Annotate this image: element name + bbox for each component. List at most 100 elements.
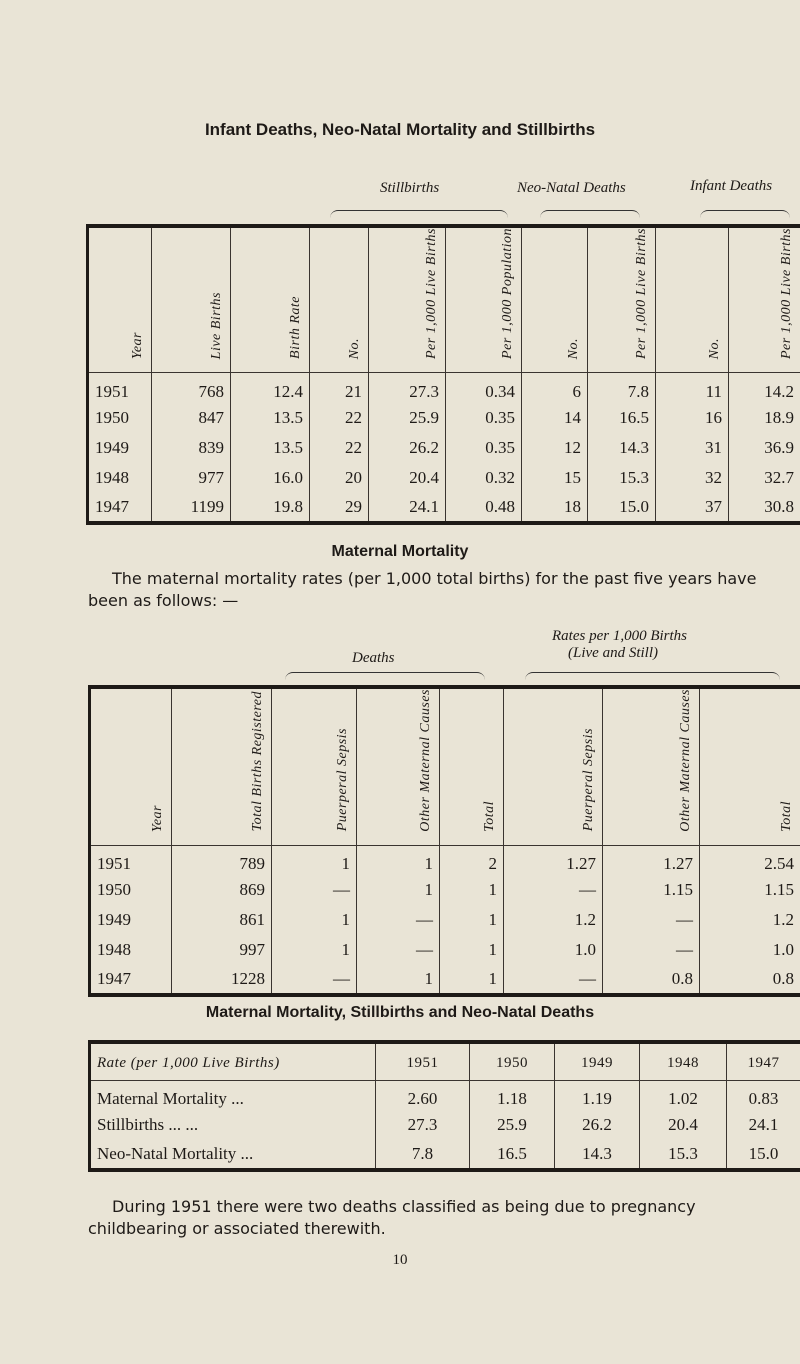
table-cell: 869 <box>171 875 272 906</box>
brace <box>700 210 790 219</box>
table-cell: 1199 <box>151 492 231 523</box>
table-cell: 22 <box>309 432 369 463</box>
table-cell: 2.60 <box>375 1080 470 1110</box>
table-cell: 0.35 <box>445 402 522 433</box>
table-cell: 1.0 <box>503 935 603 966</box>
table-row: 1948 977 16.0 20 20.4 0.32 15 15.3 32 32.7 <box>88 462 800 493</box>
table-cell: 2.54 <box>699 845 800 876</box>
table-cell: 19.8 <box>230 492 310 523</box>
table-cell: 997 <box>171 935 272 966</box>
column-header: Per 1,000 Live Births <box>368 226 446 374</box>
table-cell: 14.3 <box>587 432 656 463</box>
brace <box>540 210 640 219</box>
group-stillbirths: Stillbirths <box>380 180 440 196</box>
column-header: 1948 <box>639 1042 727 1081</box>
table-cell: 1 <box>356 845 440 876</box>
header-label: Other Maternal Causes <box>418 689 433 832</box>
column-header: 1949 <box>554 1042 640 1081</box>
header-label: Year <box>130 331 145 360</box>
table-cell: 16.5 <box>587 402 656 433</box>
header-label: Total <box>779 800 794 832</box>
column-header: Live Births <box>151 226 231 374</box>
table-row: 1950 869—1 1—1.15 1.15 <box>90 875 800 906</box>
table-cell: 26.2 <box>554 1110 640 1140</box>
header-label: Per 1,000 Live Births <box>424 228 439 360</box>
column-header: Per 1,000 Population <box>445 226 522 374</box>
column-header: Other Maternal Causes <box>602 687 700 846</box>
table-cell: 1 <box>439 905 504 936</box>
table-cell: 7.8 <box>375 1140 470 1170</box>
table1-title: Infant Deaths, Neo-Natal Mortality and S… <box>204 120 596 139</box>
table-cell: — <box>271 965 357 996</box>
header-label: 1947 <box>747 1054 780 1071</box>
summary-title: Maternal Mortality, Stillbirths and Neo-… <box>205 1004 595 1021</box>
brace <box>525 672 780 681</box>
table-cell: 20.4 <box>639 1110 727 1140</box>
table-cell: 11 <box>655 372 729 403</box>
table-cell: 1.15 <box>602 875 700 906</box>
table-cell: 1 <box>356 965 440 996</box>
table-row: Stillbirths ... ... 27.3 25.9 26.2 20.4 24.1 <box>90 1110 800 1140</box>
maternal-intro: The maternal mortality rates (per 1,000 … <box>88 569 757 610</box>
maternal-mortality-table: Year Total Births Registered Puerperal Sep… <box>88 685 800 998</box>
summary-table: Rate (per 1,000 Live Births) 1951 1950 1949… <box>88 1040 800 1172</box>
column-header: 1947 <box>726 1042 800 1081</box>
table-cell: 977 <box>151 462 231 493</box>
table-cell: — <box>356 905 440 936</box>
column-header: Other Maternal Causes <box>356 687 440 846</box>
table-cell: 1947 <box>97 969 131 989</box>
header-label: Live Births <box>209 291 224 360</box>
table-cell: 25.9 <box>368 402 446 433</box>
table-cell: 0.35 <box>445 432 522 463</box>
table-cell: 24.1 <box>726 1110 800 1140</box>
group-infant: Infant Deaths <box>690 178 773 194</box>
header-label: Per 1,000 Live Births <box>634 228 649 360</box>
group-rates: Rates per 1,000 Births <box>552 628 687 644</box>
table-cell: 13.5 <box>230 432 310 463</box>
table-cell: 13.5 <box>230 402 310 433</box>
table-cell: 1.27 <box>503 845 603 876</box>
column-header: Per 1,000 Live Births <box>728 226 800 374</box>
column-header: No. <box>309 226 369 374</box>
table-cell: 14 <box>521 402 588 433</box>
table-cell: — <box>602 905 700 936</box>
table-cell: Stillbirths ... ... <box>97 1115 199 1134</box>
table-cell: 14.2 <box>728 372 800 403</box>
table-cell: 768 <box>151 372 231 403</box>
table-cell: 789 <box>171 845 272 876</box>
maternal-title: Maternal Mortality <box>331 543 469 560</box>
table-cell: 1 <box>271 845 357 876</box>
header-label: Per 1,000 Live Births <box>779 228 794 360</box>
header-label: Birth Rate <box>288 296 303 360</box>
table-cell: 1947 <box>95 496 129 516</box>
header-label: Year <box>150 804 165 832</box>
table-cell: 1 <box>439 875 504 906</box>
column-header: 1950 <box>469 1042 555 1081</box>
column-header: Puerperal Sepsis <box>271 687 357 846</box>
table-cell: 15.3 <box>639 1140 727 1170</box>
table-cell: 2 <box>439 845 504 876</box>
table-cell: 31 <box>655 432 729 463</box>
table-cell: 32.7 <box>728 462 800 493</box>
table-cell: 16.5 <box>469 1140 555 1170</box>
header-label: Total Births Registered <box>250 691 265 832</box>
table-cell: 839 <box>151 432 231 463</box>
table-cell: 1 <box>271 935 357 966</box>
table-cell: 1.27 <box>602 845 700 876</box>
table-cell: 37 <box>655 492 729 523</box>
header-label: 1950 <box>496 1054 528 1071</box>
header-label: 1949 <box>581 1054 613 1071</box>
table-cell: 15.0 <box>726 1140 800 1170</box>
table-cell: 36.9 <box>728 432 800 463</box>
column-header: Rate (per 1,000 Live Births) <box>89 1042 376 1081</box>
table-cell: 1951 <box>95 381 129 401</box>
column-header: Per 1,000 Live Births <box>587 226 656 374</box>
table-cell: 0.8 <box>602 965 700 996</box>
header-label: Puerperal Sepsis <box>581 728 596 832</box>
table-cell: — <box>503 965 603 996</box>
brace <box>285 672 485 681</box>
table-cell: 12.4 <box>230 372 310 403</box>
column-header: No. <box>521 226 588 374</box>
table-cell: 30.8 <box>728 492 800 523</box>
table-row: 1949 839 13.5 22 26.2 0.35 12 14.3 31 36.9 <box>88 432 800 463</box>
